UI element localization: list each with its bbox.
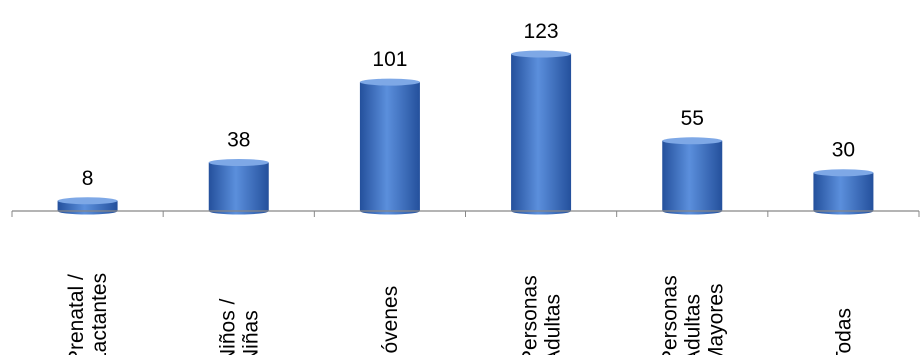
bar bbox=[662, 137, 723, 215]
category-label-line: Niñas bbox=[239, 310, 262, 355]
bars-group bbox=[57, 50, 874, 215]
category-label-line: Todas bbox=[832, 308, 855, 355]
value-label: 38 bbox=[227, 128, 250, 151]
bar-top bbox=[662, 137, 723, 145]
value-label: 55 bbox=[681, 107, 704, 130]
bar-top bbox=[511, 50, 572, 58]
value-label: 101 bbox=[372, 48, 407, 71]
bar-body bbox=[359, 82, 420, 215]
category-label-line: Lactantes bbox=[88, 273, 111, 355]
bar bbox=[511, 50, 572, 215]
category-label-line: Adultas bbox=[681, 294, 704, 355]
value-label: 123 bbox=[524, 20, 559, 43]
bar bbox=[208, 158, 269, 215]
category-label: PersonasAdultasMayores bbox=[658, 275, 727, 355]
category-label: Jóvenes bbox=[379, 286, 402, 355]
x-axis-ticks bbox=[11, 211, 920, 217]
category-label: Niños /Niñas bbox=[216, 298, 262, 355]
category-label-line: Adultas bbox=[542, 294, 565, 355]
bar-top bbox=[57, 197, 118, 205]
category-labels-group: Prenatal /Lactantes Niños /Niñas Jóvenes Pe… bbox=[65, 273, 855, 355]
category-label-line: Mayores bbox=[704, 283, 727, 355]
category-label-line: Niños / bbox=[216, 298, 239, 355]
category-label-line: Personas bbox=[519, 275, 542, 355]
category-label-line: Prenatal / bbox=[65, 274, 88, 355]
bar bbox=[359, 78, 420, 215]
bar-body bbox=[662, 140, 723, 215]
category-label-line: Personas bbox=[658, 275, 681, 355]
category-label: Todas bbox=[832, 308, 855, 355]
bar-body bbox=[208, 162, 269, 215]
category-label: PersonasAdultas bbox=[519, 275, 565, 355]
bar-top bbox=[359, 78, 420, 86]
value-label: 8 bbox=[82, 167, 94, 190]
bar-top bbox=[813, 169, 874, 177]
bar-top bbox=[208, 158, 269, 166]
value-label: 30 bbox=[832, 139, 855, 162]
bar bbox=[813, 169, 874, 215]
bar bbox=[57, 197, 118, 215]
bar-body bbox=[813, 172, 874, 215]
category-label: Prenatal /Lactantes bbox=[65, 273, 111, 355]
value-labels-group: 8 38 101 123 55 30 bbox=[82, 20, 855, 190]
category-label-line: Jóvenes bbox=[379, 286, 402, 355]
bar-body bbox=[511, 54, 572, 215]
